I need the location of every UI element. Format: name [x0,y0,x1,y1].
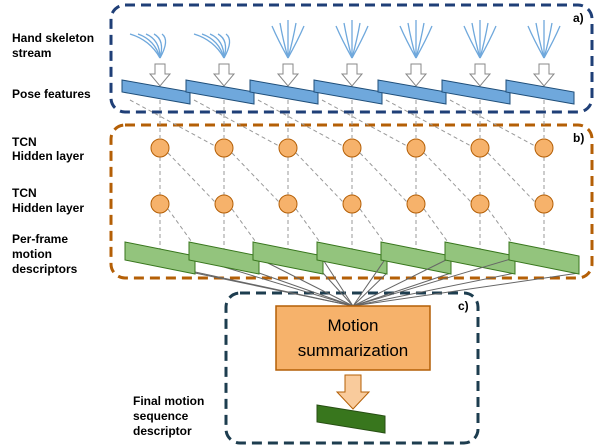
motion-descriptor [445,242,515,274]
pose-feature [250,80,318,104]
skeleton [202,34,224,58]
tcn-node [151,139,169,157]
arrow [337,375,369,409]
pose-feature [314,80,382,104]
connection [488,153,535,202]
row-label: sequence [133,409,189,423]
connection [424,209,450,245]
connection [168,209,194,245]
pose-feature [186,80,254,104]
arrow [406,64,426,86]
skeleton [528,26,544,58]
row-label: Final motion [133,394,204,408]
tcn-node [343,195,361,213]
tcn-node [535,139,553,157]
skeleton [408,23,416,58]
row-label: Per-frame [12,232,68,246]
skeleton [472,23,480,58]
motion-descriptor [253,242,323,274]
connection [296,209,322,245]
pose-feature [378,80,446,104]
skeleton [400,26,416,58]
row-label: TCN [12,135,37,149]
tcn-node [471,139,489,157]
tcn-node [407,139,425,157]
tcn-node [279,139,297,157]
row-label: TCN [12,186,37,200]
final-descriptor [317,405,385,433]
skeleton [352,26,368,58]
diagram: a) b) c) Hand skeleton stream Pose featu… [0,0,600,446]
tcn-node [535,195,553,213]
skeleton [416,23,424,58]
tcn-node [151,195,169,213]
row-label: Hidden layer [12,149,84,163]
panel-label: c) [458,299,469,313]
tcn-node [279,195,297,213]
skeleton [138,34,160,58]
connection [232,209,258,245]
motion-descriptor [381,242,451,274]
row-label: Pose features [12,87,91,101]
pose-feature [442,80,510,104]
skeleton [352,23,360,58]
skeleton [480,23,488,58]
arrow [534,64,554,86]
skeleton [344,23,352,58]
row-label: stream [12,46,51,60]
connection [258,100,343,146]
panel-label: b) [573,131,584,145]
connection [424,153,471,202]
arrow [342,64,362,86]
arrow [278,64,298,86]
row-label: Hidden layer [12,201,84,215]
skeleton [416,26,432,58]
row-label: motion [12,247,52,261]
connection [232,153,279,202]
connection [168,153,215,202]
motion-descriptor [189,242,259,274]
skeleton [280,23,288,58]
summarization-label: summarization [298,341,409,360]
motion-descriptor [317,242,387,274]
skeleton [288,26,304,58]
connection [296,153,343,202]
skeleton [288,23,296,58]
row-label: Hand skeleton [12,31,94,45]
tcn-node [407,195,425,213]
tcn-node [215,139,233,157]
skeleton [544,23,552,58]
tcn-node [471,195,489,213]
row-label: descriptor [133,424,192,438]
arrow [214,64,234,86]
pose-feature [122,80,190,104]
connection [360,153,407,202]
motion-descriptor [509,242,579,274]
connection [450,100,535,146]
connection [360,209,386,245]
connection [386,100,471,146]
skeleton [480,26,496,58]
connection [130,100,215,146]
connection [488,209,514,245]
skeleton [336,26,352,58]
skeleton [464,26,480,58]
connection [194,100,279,146]
skeleton [272,26,288,58]
skeleton [536,23,544,58]
row-label: descriptors [12,262,78,276]
skeleton [544,26,560,58]
pose-feature [506,80,574,104]
arrow [150,64,170,86]
connection [322,100,407,146]
tcn-node [343,139,361,157]
summarization-label: Motion [327,316,378,335]
tcn-node [215,195,233,213]
panel-label: a) [573,11,584,25]
motion-descriptor [125,242,195,274]
arrow [470,64,490,86]
